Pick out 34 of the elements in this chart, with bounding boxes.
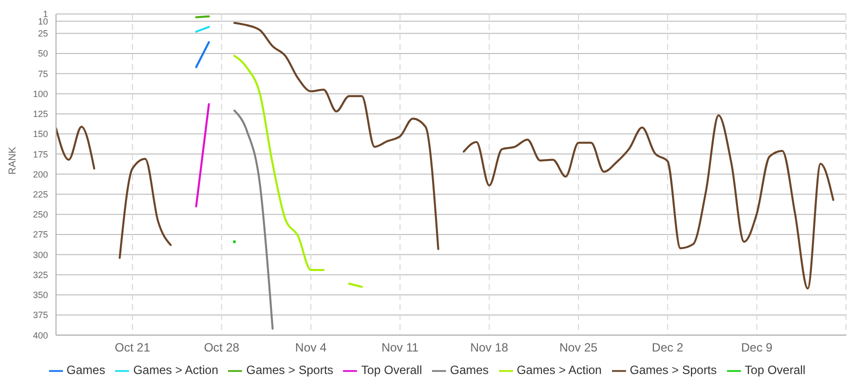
legend-label: Games > Sports [246, 363, 334, 378]
line-series [233, 110, 274, 330]
y-tick-label: 200 [32, 169, 48, 180]
y-tick-label: 400 [32, 330, 48, 340]
legend-label: Games [450, 363, 489, 378]
y-tick-label: 375 [32, 310, 48, 320]
y-tick-label: 325 [32, 270, 48, 280]
y-tick-label: 75 [38, 68, 48, 79]
legend-label: Games [66, 363, 106, 378]
legend-label: Games > Action [133, 363, 218, 378]
x-tick-label: Nov 4 [295, 340, 327, 355]
legend-label: Top Overall [361, 363, 422, 378]
legend-label: Top Overall [744, 363, 806, 378]
y-tick-label: 300 [32, 250, 48, 260]
y-tick-label: 175 [32, 149, 48, 160]
legend-label: Games > Sports [630, 363, 717, 378]
y-axis-title: RANK [8, 146, 19, 175]
y-tick-label: 225 [32, 190, 48, 200]
y-tick-label: 125 [32, 109, 48, 120]
y-tick-label: 275 [32, 230, 48, 240]
y-tick-label: 150 [32, 129, 48, 140]
x-tick-label: Oct 21 [114, 340, 150, 355]
x-tick-label: Dec 9 [741, 340, 773, 355]
x-tick-label: Nov 25 [559, 340, 598, 355]
y-tick-label: 50 [38, 48, 48, 59]
legend-label: Games > Action [516, 363, 602, 378]
y-tick-label: 250 [32, 210, 48, 220]
x-tick-label: Dec 2 [652, 340, 684, 355]
x-tick-label: Oct 28 [204, 340, 240, 355]
y-tick-label: 100 [32, 88, 48, 99]
x-tick-label: Nov 18 [470, 340, 509, 355]
y-tick-label: 350 [32, 290, 48, 300]
y-tick-label: 25 [38, 28, 48, 39]
x-tick-label: Nov 11 [381, 340, 419, 355]
